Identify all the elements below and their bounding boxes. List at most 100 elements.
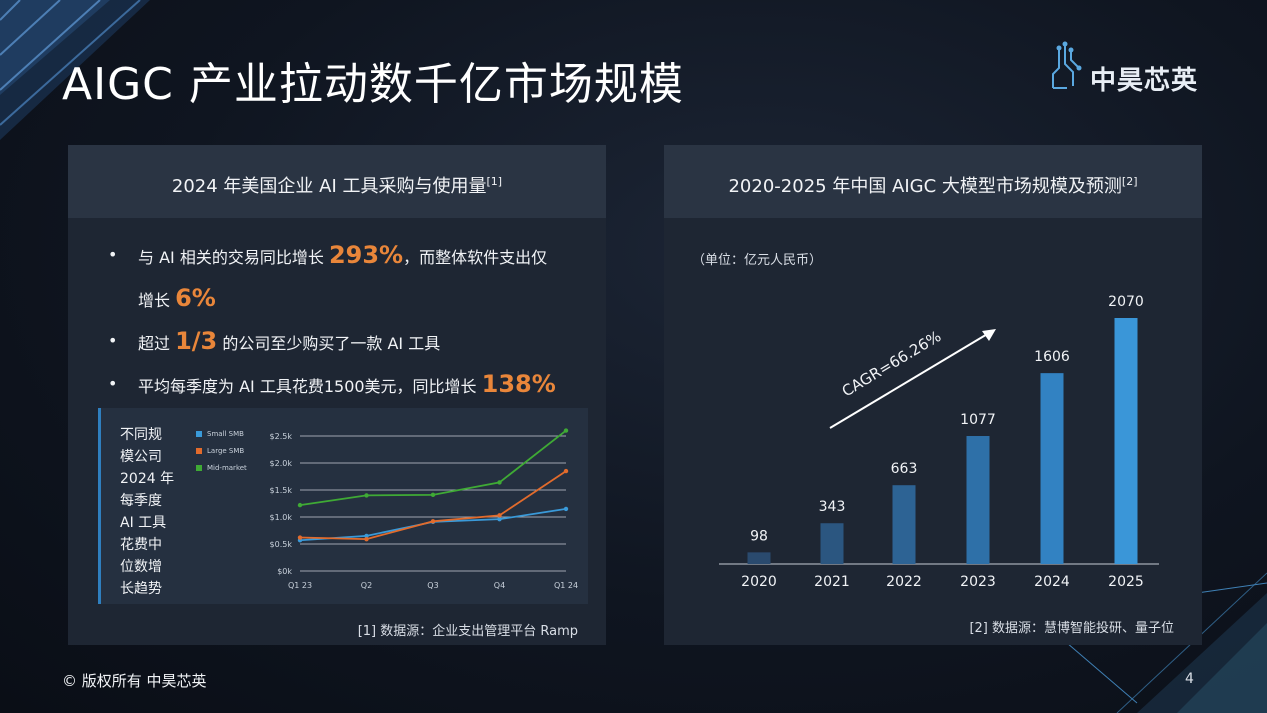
chart-side-title-line: 每季度: [120, 493, 162, 509]
bullet-text: 平均每季度为 AI 工具花费1500美元，同比增长: [138, 377, 482, 396]
legend-swatch: [196, 448, 202, 454]
logo-text: 中昊芯英: [1090, 66, 1199, 96]
bullet-highlight: 138%: [481, 370, 556, 398]
source-note: [2] 数据源：慧博智能投研、量子位: [969, 621, 1174, 636]
legend-swatch: [196, 431, 202, 437]
panel-heading-text: 2020-2025 年中国 AIGC 大模型市场规模及预测: [728, 176, 1122, 197]
x-tick-label: 2020: [741, 574, 777, 590]
bullet-text: 与 AI 相关的交易同比增长: [138, 248, 329, 267]
x-tick-label: Q3: [427, 581, 438, 590]
trend-arrow-head: [982, 329, 996, 341]
bar: [820, 523, 844, 564]
line-chart-box: 不同规模公司 2024 年每季度 AI 工具花费中位数增长趋势 Small SMB L…: [98, 408, 588, 604]
bar: [966, 436, 990, 564]
panel-heading: 2024 年美国企业 AI 工具采购与使用量[1]: [68, 145, 606, 218]
data-point: [297, 535, 303, 540]
corner-decoration: [0, 0, 150, 140]
data-point: [364, 533, 369, 539]
bar: [892, 485, 916, 564]
x-tick-label: 2024: [1034, 574, 1070, 590]
bullet-list: • 与 AI 相关的交易同比增长 293%，而整体软件支出仅 增长 6% • 超过 …: [104, 235, 604, 407]
data-point: [364, 536, 369, 542]
legend-item: Small SMB: [196, 430, 247, 447]
data-point: [497, 513, 502, 518]
chart-side-title-line: 花费中: [120, 537, 162, 553]
panel-heading-text: 2024 年美国企业 AI 工具采购与使用量: [171, 176, 487, 197]
x-tick-label: Q2: [361, 581, 372, 590]
chart-side-title-line: 位数增: [120, 559, 162, 575]
bullet-text: ，而整体软件支出仅: [403, 248, 548, 267]
line-chart: $0k $0.5k $1.0k $1.5k $2.0k $2.5k Q1 23 Q2 Q3 Q4 Q…: [270, 428, 578, 590]
bullet-dot: •: [108, 245, 118, 264]
accent-bar: [98, 408, 101, 604]
x-tick-label: 2021: [814, 574, 850, 590]
page-title: AIGC 产业拉动数千亿市场规模: [62, 59, 684, 110]
x-tick-label: 2025: [1108, 574, 1144, 590]
chart-side-title-line: 2024 年: [120, 471, 175, 487]
y-tick-label: $0.5k: [270, 540, 293, 549]
bar-value-label: 343: [819, 499, 846, 515]
bullet-item: • 平均每季度为 AI 工具花费1500美元，同比增长 138%: [104, 364, 604, 407]
chart-side-title-line: 长趋势: [120, 581, 162, 597]
copyright-text: © 版权所有 中昊芯英: [62, 672, 207, 690]
data-point: [563, 428, 569, 433]
bullet-item: • 超过 1/3 的公司至少购买了一款 AI 工具: [104, 321, 604, 364]
legend-label: Mid-market: [207, 464, 247, 472]
bullet-highlight: 6%: [175, 284, 216, 312]
chart-legend: Small SMB Large SMB Mid-market: [196, 430, 247, 481]
data-point: [497, 516, 502, 522]
bar-chart: 98 2020 343 2021 663 2022 1077 2023 1606 2024 2070…: [719, 294, 1159, 590]
bullet-item-continuation: 增长 6%: [104, 278, 604, 321]
chart-side-title-line: 模公司: [120, 449, 162, 465]
bullet-dot: •: [108, 374, 118, 393]
bar-value-label: 663: [891, 461, 918, 477]
x-tick-label: 2022: [886, 574, 922, 590]
legend-item: Mid-market: [196, 464, 247, 481]
bullet-text: 超过: [138, 334, 176, 353]
series-line: [299, 508, 567, 542]
footnote-ref: [2]: [1121, 175, 1138, 188]
data-point: [497, 480, 502, 485]
bar: [747, 552, 771, 564]
bar: [1040, 373, 1064, 564]
legend-item: Large SMB: [196, 447, 247, 464]
y-tick-label: $0k: [277, 567, 292, 576]
x-tick-label: Q1 23: [288, 581, 312, 590]
data-point: [430, 492, 436, 498]
data-point: [297, 502, 303, 508]
chart-side-title-line: AI 工具: [120, 515, 167, 531]
y-tick-label: $2.0k: [270, 459, 293, 468]
us-ai-spend-panel: 2024 年美国企业 AI 工具采购与使用量[1] • 与 AI 相关的交易同比增…: [68, 145, 606, 645]
bullet-highlight: 293%: [328, 241, 404, 269]
page-number: 4: [1185, 671, 1194, 687]
series-line: [299, 470, 567, 541]
bar-value-label: 1077: [960, 412, 996, 428]
data-point: [563, 468, 569, 474]
footnote-ref: [1]: [486, 175, 503, 188]
bullet-text: 的公司至少购买了一款 AI 工具: [217, 334, 441, 353]
y-tick-label: $2.5k: [270, 432, 293, 441]
panel-heading: 2020-2025 年中国 AIGC 大模型市场规模及预测[2]: [664, 145, 1202, 218]
legend-label: Small SMB: [207, 430, 244, 438]
legend-swatch: [196, 465, 202, 471]
chart-side-title-line: 不同规: [120, 427, 162, 443]
chart-side-title: 不同规模公司 2024 年每季度 AI 工具花费中位数增长趋势: [120, 424, 176, 600]
unit-label: （单位：亿元人民币）: [692, 253, 823, 268]
company-logo-icon: [1052, 41, 1082, 89]
bullet-highlight: 1/3: [175, 327, 218, 355]
legend-label: Large SMB: [207, 447, 245, 455]
source-note: [1] 数据源：企业支出管理平台 Ramp: [357, 624, 578, 639]
cagr-label: CAGR=66.26%: [839, 327, 945, 400]
data-point: [430, 519, 436, 524]
bullet-item: • 与 AI 相关的交易同比增长 293%，而整体软件支出仅: [104, 235, 604, 278]
china-aigc-market-panel: 2020-2025 年中国 AIGC 大模型市场规模及预测[2] （单位：亿元人…: [664, 145, 1202, 645]
trend-arrow-line: [829, 332, 990, 429]
bullet-text: 增长: [138, 291, 176, 310]
bar: [1114, 318, 1138, 564]
data-point: [563, 506, 569, 512]
data-point: [364, 493, 369, 498]
x-tick-label: 2023: [960, 574, 996, 590]
y-tick-label: $1.5k: [270, 486, 293, 495]
bar-value-label: 98: [750, 528, 768, 544]
bullet-dot: •: [108, 331, 118, 350]
